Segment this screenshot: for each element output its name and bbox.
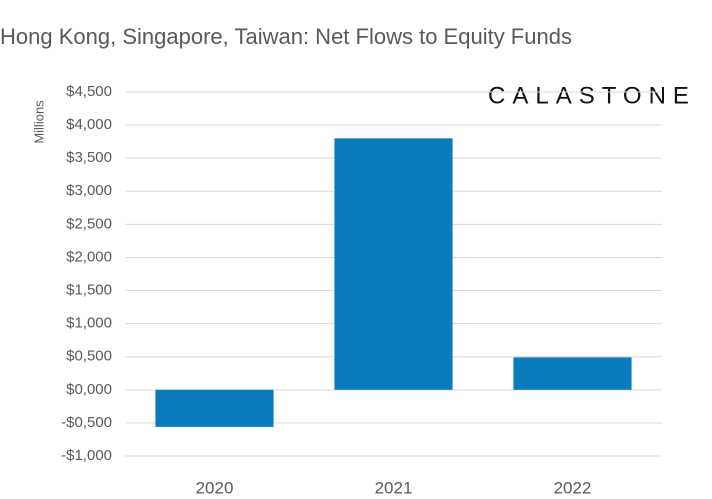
bar [513,357,632,390]
bar [155,389,274,427]
bar [334,138,453,390]
x-tick-label: 2021 [375,478,413,497]
y-tick-label: $0,000 [66,381,112,398]
logo: CALASTONE [488,82,696,109]
y-tick-label: $3,500 [66,149,112,166]
y-tick-label: $1,000 [66,315,112,332]
y-tick-label: $0,500 [66,348,112,365]
y-tick-label: $3,000 [66,182,112,199]
y-axis-label: Millions [31,100,46,144]
y-tick-label: -$1,000 [61,447,112,464]
chart-title: Hong Kong, Singapore, Taiwan: Net Flows … [0,24,572,49]
y-tick-label: $2,500 [66,215,112,232]
y-tick-label: $1,500 [66,282,112,299]
y-tick-label: $2,000 [66,248,112,265]
y-tick-label: -$0,500 [61,414,112,431]
y-tick-label: $4,500 [66,83,112,100]
x-tick-label: 2020 [196,478,234,497]
y-tick-label: $4,000 [66,116,112,133]
x-tick-label: 2022 [554,478,592,497]
